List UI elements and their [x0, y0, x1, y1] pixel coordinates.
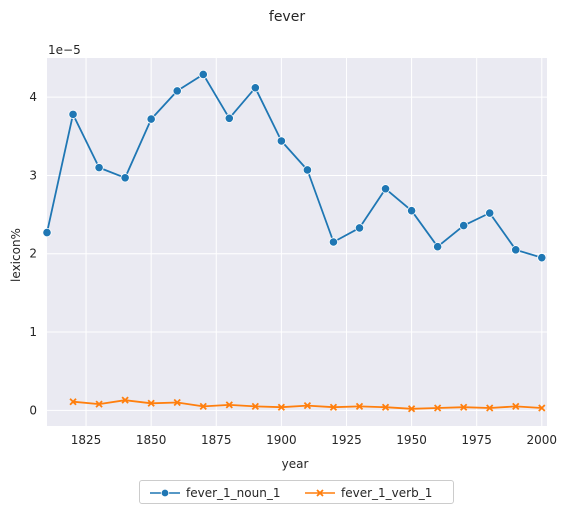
data-point-fever_1_noun_1 [354, 223, 365, 233]
data-point-fever_1_noun_1 [250, 83, 260, 93]
legend: fever_1_noun_1 fever_1_verb_1 [139, 480, 454, 504]
y-tick-label: 4 [29, 90, 37, 104]
data-point-fever_1_noun_1 [276, 136, 286, 146]
series-line-fever_1_noun_1 [46, 73, 543, 259]
data-point-fever_1_verb_1 [199, 402, 207, 411]
legend-line-marker-verb [305, 489, 335, 497]
data-point-fever_1_noun_1 [68, 109, 78, 119]
legend-line-marker-noun [150, 488, 180, 498]
x-axis-label: year [282, 457, 309, 471]
data-point-fever_1_noun_1 [94, 163, 104, 173]
data-point-fever_1_noun_1 [433, 242, 443, 252]
data-point-fever_1_noun_1 [302, 165, 313, 175]
data-point-fever_1_noun_1 [42, 228, 52, 238]
data-point-fever_1_noun_1 [146, 114, 156, 124]
x-tick-labels: 1825 1850 1875 1900 1925 1950 1975 2000 [71, 433, 557, 447]
data-point-fever_1_verb_1 [121, 396, 129, 404]
x-tick-label: 1850 [136, 433, 167, 447]
x-tick-label: 1875 [201, 433, 232, 447]
data-point-fever_1_verb_1 [173, 398, 181, 407]
x-tick-label: 1900 [266, 433, 297, 447]
data-point-fever_1_verb_1 [512, 402, 520, 411]
legend-item-verb: fever_1_verb_1 [305, 484, 432, 502]
data-point-fever_1_noun_1 [511, 245, 521, 255]
data-point-fever_1_verb_1 [355, 402, 364, 411]
data-point-fever_1_verb_1 [329, 403, 338, 411]
data-point-fever_1_noun_1 [198, 69, 208, 80]
data-point-fever_1_verb_1 [407, 405, 416, 413]
data-point-fever_1_verb_1 [303, 402, 312, 410]
data-point-fever_1_noun_1 [406, 206, 417, 216]
data-point-fever_1_verb_1 [381, 403, 390, 411]
data-point-fever_1_verb_1 [95, 400, 103, 408]
chart-title: fever [269, 9, 305, 25]
legend-item-noun: fever_1_noun_1 [150, 484, 280, 502]
legend-label-noun: fever_1_noun_1 [186, 486, 281, 500]
x-tick-label: 1925 [331, 433, 362, 447]
y-tick-label: 1 [29, 325, 37, 339]
x-tick-label: 2000 [527, 433, 558, 447]
y-tick-label: 3 [29, 168, 37, 182]
y-tick-label: 2 [29, 247, 37, 261]
x-tick-label: 1975 [461, 433, 492, 447]
data-point-fever_1_verb_1 [486, 404, 494, 412]
data-point-fever_1_noun_1 [459, 220, 469, 231]
data-point-fever_1_noun_1 [380, 184, 391, 194]
data-point-fever_1_verb_1 [460, 403, 468, 411]
data-point-fever_1_verb_1 [147, 399, 155, 407]
x-tick-label: 1950 [396, 433, 427, 447]
data-point-fever_1_noun_1 [172, 86, 182, 96]
data-point-fever_1_noun_1 [537, 253, 547, 263]
y-tick-label: 0 [29, 403, 37, 417]
y-scale-label: 1e−5 [48, 43, 81, 57]
data-point-fever_1_verb_1 [69, 398, 77, 406]
legend-label-verb: fever_1_verb_1 [341, 486, 433, 500]
grid-lines [47, 58, 547, 426]
data-point-fever_1_verb_1 [225, 401, 233, 409]
y-tick-labels: 0 1 2 3 4 [29, 90, 37, 417]
data-point-fever_1_verb_1 [538, 404, 546, 412]
plot-area [47, 58, 547, 426]
data-point-fever_1_noun_1 [485, 208, 495, 218]
data-point-fever_1_verb_1 [277, 403, 286, 411]
data-point-fever_1_noun_1 [328, 237, 339, 247]
y-axis-label: lexicon% [9, 228, 23, 282]
data-point-fever_1_noun_1 [224, 113, 234, 123]
series-layer [42, 69, 547, 413]
data-point-fever_1_noun_1 [120, 173, 130, 183]
data-point-fever_1_verb_1 [251, 402, 259, 411]
x-tick-label: 1825 [71, 433, 102, 447]
data-point-fever_1_verb_1 [433, 404, 442, 412]
